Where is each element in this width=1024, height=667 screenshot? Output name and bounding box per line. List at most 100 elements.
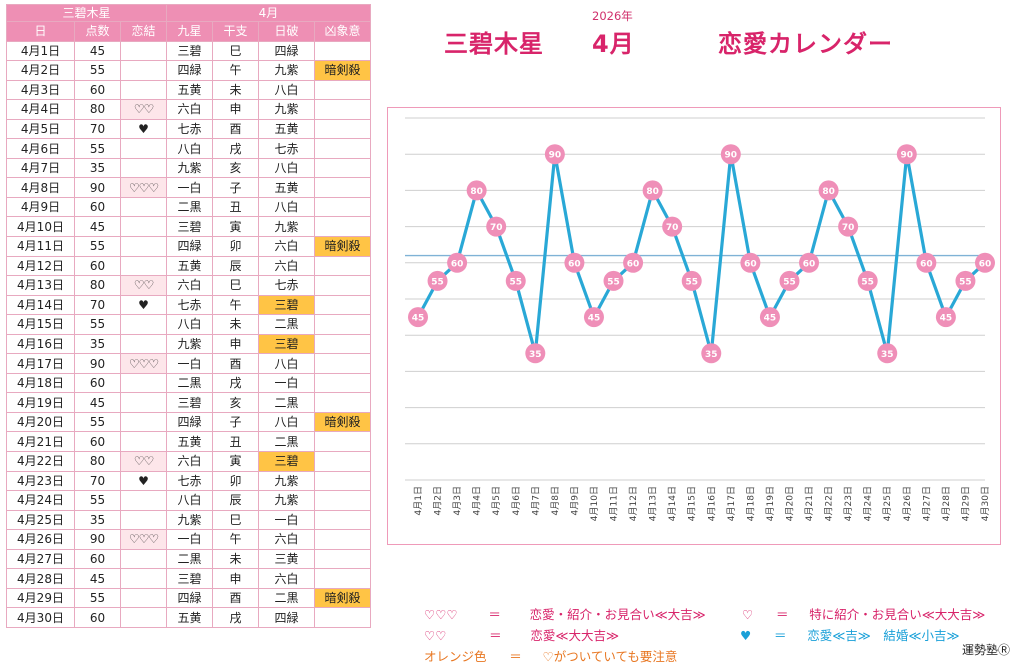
x-tick-label: 4月29日 xyxy=(960,486,971,521)
col-header-nichiha: 日破 xyxy=(258,21,315,42)
cell-kyou xyxy=(314,255,371,277)
x-tick-label: 4月21日 xyxy=(804,486,815,521)
x-tick-label: 4月28日 xyxy=(941,486,952,521)
cell-score: 55 xyxy=(74,490,121,511)
cell-star: 九紫 xyxy=(166,157,213,179)
cell-star: 五黄 xyxy=(166,607,213,628)
cell-date: 4月7日 xyxy=(6,157,75,179)
cell-star: 四緑 xyxy=(166,60,213,81)
data-label: 60 xyxy=(568,259,581,269)
table-row: 4月24日 55 八白辰九紫 xyxy=(6,490,371,511)
cell-eto: 午 xyxy=(212,294,259,316)
data-label: 70 xyxy=(842,223,855,233)
data-point xyxy=(603,270,624,291)
table-row: 4月26日 90 ♡♡♡ 一白午六白 xyxy=(6,529,371,550)
data-label: 90 xyxy=(725,151,738,161)
cell-kyou: 暗剣殺 xyxy=(314,60,371,81)
cell-star: 七赤 xyxy=(166,118,213,140)
cell-score: 80 xyxy=(74,275,121,296)
table-row: 4月18日 60 二黒戌一白 xyxy=(6,372,371,394)
cell-kyou xyxy=(314,79,371,101)
cell-kyou xyxy=(314,568,371,589)
cell-date: 4月17日 xyxy=(6,353,75,374)
cell-star: 四緑 xyxy=(166,236,213,257)
data-label: 55 xyxy=(959,277,972,287)
x-tick-label: 4月7日 xyxy=(530,486,541,515)
cell-star: 二黒 xyxy=(166,372,213,394)
cell-love xyxy=(120,138,167,159)
cell-kyou xyxy=(314,216,371,238)
data-point xyxy=(916,252,937,273)
data-label: 60 xyxy=(627,259,640,269)
cell-date: 4月25日 xyxy=(6,509,75,531)
table-row: 4月22日 80 ♡♡ 六白寅三碧 xyxy=(6,451,371,472)
cell-score: 55 xyxy=(74,587,121,609)
data-point xyxy=(759,307,780,328)
x-tick-label: 4月13日 xyxy=(648,486,659,521)
data-label: 70 xyxy=(666,223,679,233)
cell-love: ♥ xyxy=(120,470,167,492)
table-row: 4月8日 90 ♡♡♡ 一白子五黄 xyxy=(6,177,371,198)
table-row: 4月3日 60 五黄未八白 xyxy=(6,79,371,101)
x-tick-label: 4月14日 xyxy=(667,486,678,521)
data-label: 80 xyxy=(470,187,483,197)
cell-nichiha: 六白 xyxy=(258,236,315,257)
data-point xyxy=(681,270,702,291)
cell-date: 4月15日 xyxy=(6,314,75,335)
cell-kyou xyxy=(314,196,371,218)
cell-score: 60 xyxy=(74,79,121,101)
cell-star: 三碧 xyxy=(166,568,213,589)
cell-love xyxy=(120,607,167,628)
data-point xyxy=(896,144,917,165)
cell-star: 七赤 xyxy=(166,294,213,316)
data-point xyxy=(466,180,487,201)
cell-kyou xyxy=(314,372,371,394)
cell-score: 80 xyxy=(74,99,121,120)
cell-love xyxy=(120,236,167,257)
cell-score: 45 xyxy=(74,568,121,589)
cell-score: 55 xyxy=(74,60,121,81)
cell-kyou xyxy=(314,392,371,413)
legend-row-1: ♡♡♡ ＝ 恋愛・紹介・お見合い≪大吉≫ xyxy=(424,604,706,623)
cell-nichiha: 九紫 xyxy=(258,99,315,120)
data-label: 35 xyxy=(705,350,718,360)
copyright: 運勢塾Ⓡ xyxy=(962,643,1011,657)
cell-date: 4月30日 xyxy=(6,607,75,628)
cell-score: 90 xyxy=(74,177,121,198)
data-label: 60 xyxy=(979,259,992,269)
cell-date: 4月10日 xyxy=(6,216,75,238)
cell-love xyxy=(120,548,167,570)
data-label: 90 xyxy=(901,151,914,161)
cell-date: 4月6日 xyxy=(6,138,75,159)
data-point xyxy=(544,144,565,165)
cell-star: 六白 xyxy=(166,275,213,296)
cell-star: 七赤 xyxy=(166,470,213,492)
title-month: 4月 xyxy=(592,30,635,58)
cell-score: 45 xyxy=(74,216,121,238)
cell-date: 4月5日 xyxy=(6,118,75,140)
table-row: 4月23日 70 ♥ 七赤卯九紫 xyxy=(6,470,371,492)
legend-row-4: ♥ ＝ 恋愛≪吉≫ 結婚≪小吉≫ xyxy=(740,625,960,644)
cell-date: 4月16日 xyxy=(6,333,75,355)
cell-score: 60 xyxy=(74,255,121,277)
cell-kyou xyxy=(314,529,371,550)
data-point xyxy=(779,270,800,291)
calendar-table: 三碧木星 4月 日 点数 恋結 九星 干支 日破 凶象意 4月1日 45 三碧巳四緑… xyxy=(6,4,371,628)
cell-star: 一白 xyxy=(166,529,213,550)
cell-kyou xyxy=(314,333,371,355)
table-row: 4月17日 90 ♡♡♡ 一白酉八白 xyxy=(6,353,371,374)
cell-kyou xyxy=(314,607,371,628)
x-tick-label: 4月12日 xyxy=(628,486,639,521)
data-point xyxy=(720,144,741,165)
x-tick-label: 4月4日 xyxy=(472,486,483,515)
cell-eto: 未 xyxy=(212,79,259,101)
legend-eq-5: ＝ xyxy=(509,649,522,664)
cell-eto: 未 xyxy=(212,548,259,570)
data-point xyxy=(935,307,956,328)
cell-nichiha: 六白 xyxy=(258,568,315,589)
table-row: 4月1日 45 三碧巳四緑 xyxy=(6,40,371,62)
cell-nichiha: 二黒 xyxy=(258,431,315,453)
cell-eto: 酉 xyxy=(212,118,259,140)
cell-score: 70 xyxy=(74,294,121,316)
x-tick-label: 4月18日 xyxy=(745,486,756,521)
